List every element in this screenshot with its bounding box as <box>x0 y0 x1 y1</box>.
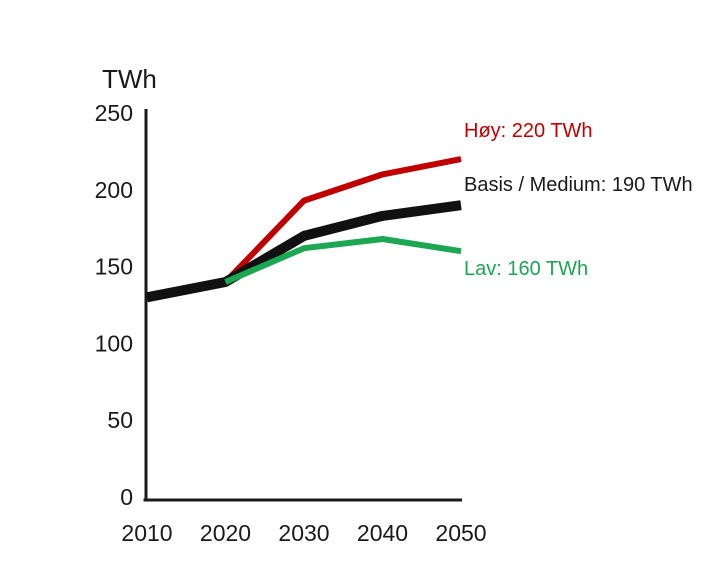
series-value-annotation: Basis / Medium: 190 TWh <box>464 174 693 196</box>
series-lines <box>146 156 462 303</box>
y-tick-label: 200 <box>95 177 133 203</box>
x-axis-tick-labels: 2010 2020 2030 2040 2050 <box>121 520 486 546</box>
x-tick-label: 2030 <box>278 520 329 546</box>
y-tick-label: 100 <box>95 330 133 356</box>
series-line-h-y <box>223 156 462 285</box>
y-axis-tick-labels: 0 50 100 150 200 250 <box>95 100 133 510</box>
x-tick-label: 2050 <box>435 520 486 546</box>
series-line-basis-medium <box>146 200 462 303</box>
series-line-lav <box>224 236 462 285</box>
y-tick-label: 250 <box>95 100 133 126</box>
x-tick-label: 2040 <box>357 520 408 546</box>
series-value-annotation: Lav: 160 TWh <box>464 258 588 280</box>
x-tick-label: 2010 <box>121 520 172 546</box>
y-tick-label: 150 <box>95 254 133 280</box>
x-tick-label: 2020 <box>200 520 251 546</box>
y-tick-label: 0 <box>120 484 133 510</box>
y-axis-unit-label: TWh <box>102 64 157 94</box>
y-tick-label: 50 <box>107 407 133 433</box>
axes <box>143 109 462 502</box>
series-annotations: Høy: 220 TWh Basis / Medium: 190 TWh Lav: … <box>464 120 693 280</box>
series-value-annotation: Høy: 220 TWh <box>464 120 593 142</box>
